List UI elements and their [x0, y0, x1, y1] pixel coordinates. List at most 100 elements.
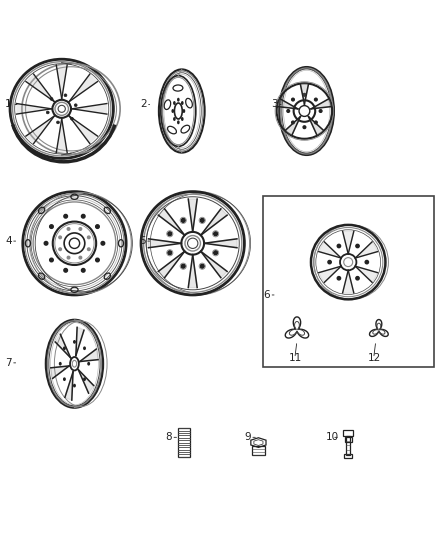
- Ellipse shape: [71, 117, 74, 120]
- Ellipse shape: [84, 347, 85, 350]
- Text: 3: 3: [272, 100, 278, 109]
- Polygon shape: [55, 334, 71, 358]
- Circle shape: [292, 121, 294, 124]
- Circle shape: [49, 258, 53, 262]
- Ellipse shape: [64, 94, 67, 96]
- Polygon shape: [16, 103, 51, 114]
- Circle shape: [292, 98, 294, 101]
- Polygon shape: [201, 252, 227, 278]
- Circle shape: [200, 264, 204, 268]
- Circle shape: [314, 121, 317, 124]
- Circle shape: [79, 256, 81, 259]
- Polygon shape: [65, 372, 73, 400]
- Ellipse shape: [178, 99, 179, 101]
- Polygon shape: [319, 242, 341, 258]
- Text: 9: 9: [244, 432, 251, 442]
- Text: 7: 7: [5, 358, 12, 368]
- Bar: [344, 454, 352, 458]
- Circle shape: [67, 228, 70, 230]
- Polygon shape: [308, 117, 323, 135]
- Circle shape: [67, 256, 70, 259]
- Ellipse shape: [74, 104, 77, 107]
- Circle shape: [214, 251, 218, 255]
- Polygon shape: [204, 239, 237, 248]
- Polygon shape: [56, 64, 67, 99]
- Polygon shape: [343, 231, 354, 254]
- Ellipse shape: [172, 110, 173, 112]
- Polygon shape: [148, 239, 181, 248]
- Circle shape: [328, 261, 331, 264]
- Ellipse shape: [64, 347, 65, 350]
- Polygon shape: [158, 252, 185, 278]
- Circle shape: [81, 269, 85, 272]
- Bar: [263, 197, 434, 367]
- Circle shape: [181, 219, 185, 222]
- Ellipse shape: [64, 378, 65, 381]
- Ellipse shape: [178, 121, 179, 124]
- Polygon shape: [319, 266, 341, 282]
- Text: 12: 12: [368, 353, 381, 364]
- Circle shape: [181, 264, 185, 268]
- Circle shape: [200, 219, 204, 222]
- Text: 6: 6: [264, 290, 270, 300]
- Ellipse shape: [88, 362, 89, 365]
- Bar: [346, 435, 350, 455]
- Text: 10: 10: [326, 432, 339, 442]
- Circle shape: [64, 214, 67, 218]
- Polygon shape: [26, 116, 54, 143]
- Polygon shape: [158, 209, 185, 235]
- Circle shape: [168, 251, 172, 255]
- Bar: [252, 446, 265, 455]
- Circle shape: [49, 225, 53, 228]
- Polygon shape: [278, 99, 298, 109]
- Polygon shape: [72, 103, 107, 114]
- Ellipse shape: [60, 362, 61, 365]
- Circle shape: [59, 248, 61, 251]
- Circle shape: [95, 258, 99, 262]
- Polygon shape: [311, 99, 331, 109]
- Polygon shape: [201, 209, 227, 235]
- Circle shape: [214, 232, 218, 236]
- Circle shape: [59, 236, 61, 239]
- Ellipse shape: [84, 378, 85, 381]
- Circle shape: [303, 126, 306, 128]
- Text: 4: 4: [5, 236, 12, 246]
- Circle shape: [44, 241, 48, 245]
- Polygon shape: [343, 270, 354, 293]
- Text: 8: 8: [166, 432, 172, 442]
- Text: 11: 11: [289, 353, 302, 364]
- Ellipse shape: [57, 121, 60, 124]
- Ellipse shape: [74, 384, 75, 387]
- Circle shape: [64, 269, 67, 272]
- Circle shape: [95, 225, 99, 228]
- Circle shape: [356, 244, 359, 248]
- Circle shape: [356, 277, 359, 280]
- Polygon shape: [188, 199, 197, 232]
- Circle shape: [287, 110, 290, 112]
- Circle shape: [314, 98, 317, 101]
- Text: 2: 2: [140, 100, 147, 109]
- Ellipse shape: [182, 118, 183, 120]
- Circle shape: [168, 232, 172, 236]
- Polygon shape: [355, 266, 378, 282]
- Ellipse shape: [46, 111, 49, 114]
- Polygon shape: [300, 84, 308, 104]
- Circle shape: [101, 241, 105, 245]
- Circle shape: [303, 93, 306, 96]
- Bar: [345, 437, 352, 442]
- Ellipse shape: [182, 102, 183, 104]
- Polygon shape: [188, 255, 197, 288]
- Polygon shape: [355, 242, 378, 258]
- Polygon shape: [76, 327, 84, 356]
- Polygon shape: [286, 117, 300, 135]
- Polygon shape: [78, 370, 94, 393]
- Bar: [343, 430, 353, 436]
- Bar: [178, 429, 190, 457]
- Ellipse shape: [174, 118, 175, 120]
- Ellipse shape: [50, 98, 53, 100]
- Polygon shape: [56, 119, 67, 153]
- Text: 5: 5: [139, 236, 146, 246]
- Polygon shape: [26, 74, 54, 102]
- Polygon shape: [69, 116, 98, 143]
- Circle shape: [79, 228, 81, 230]
